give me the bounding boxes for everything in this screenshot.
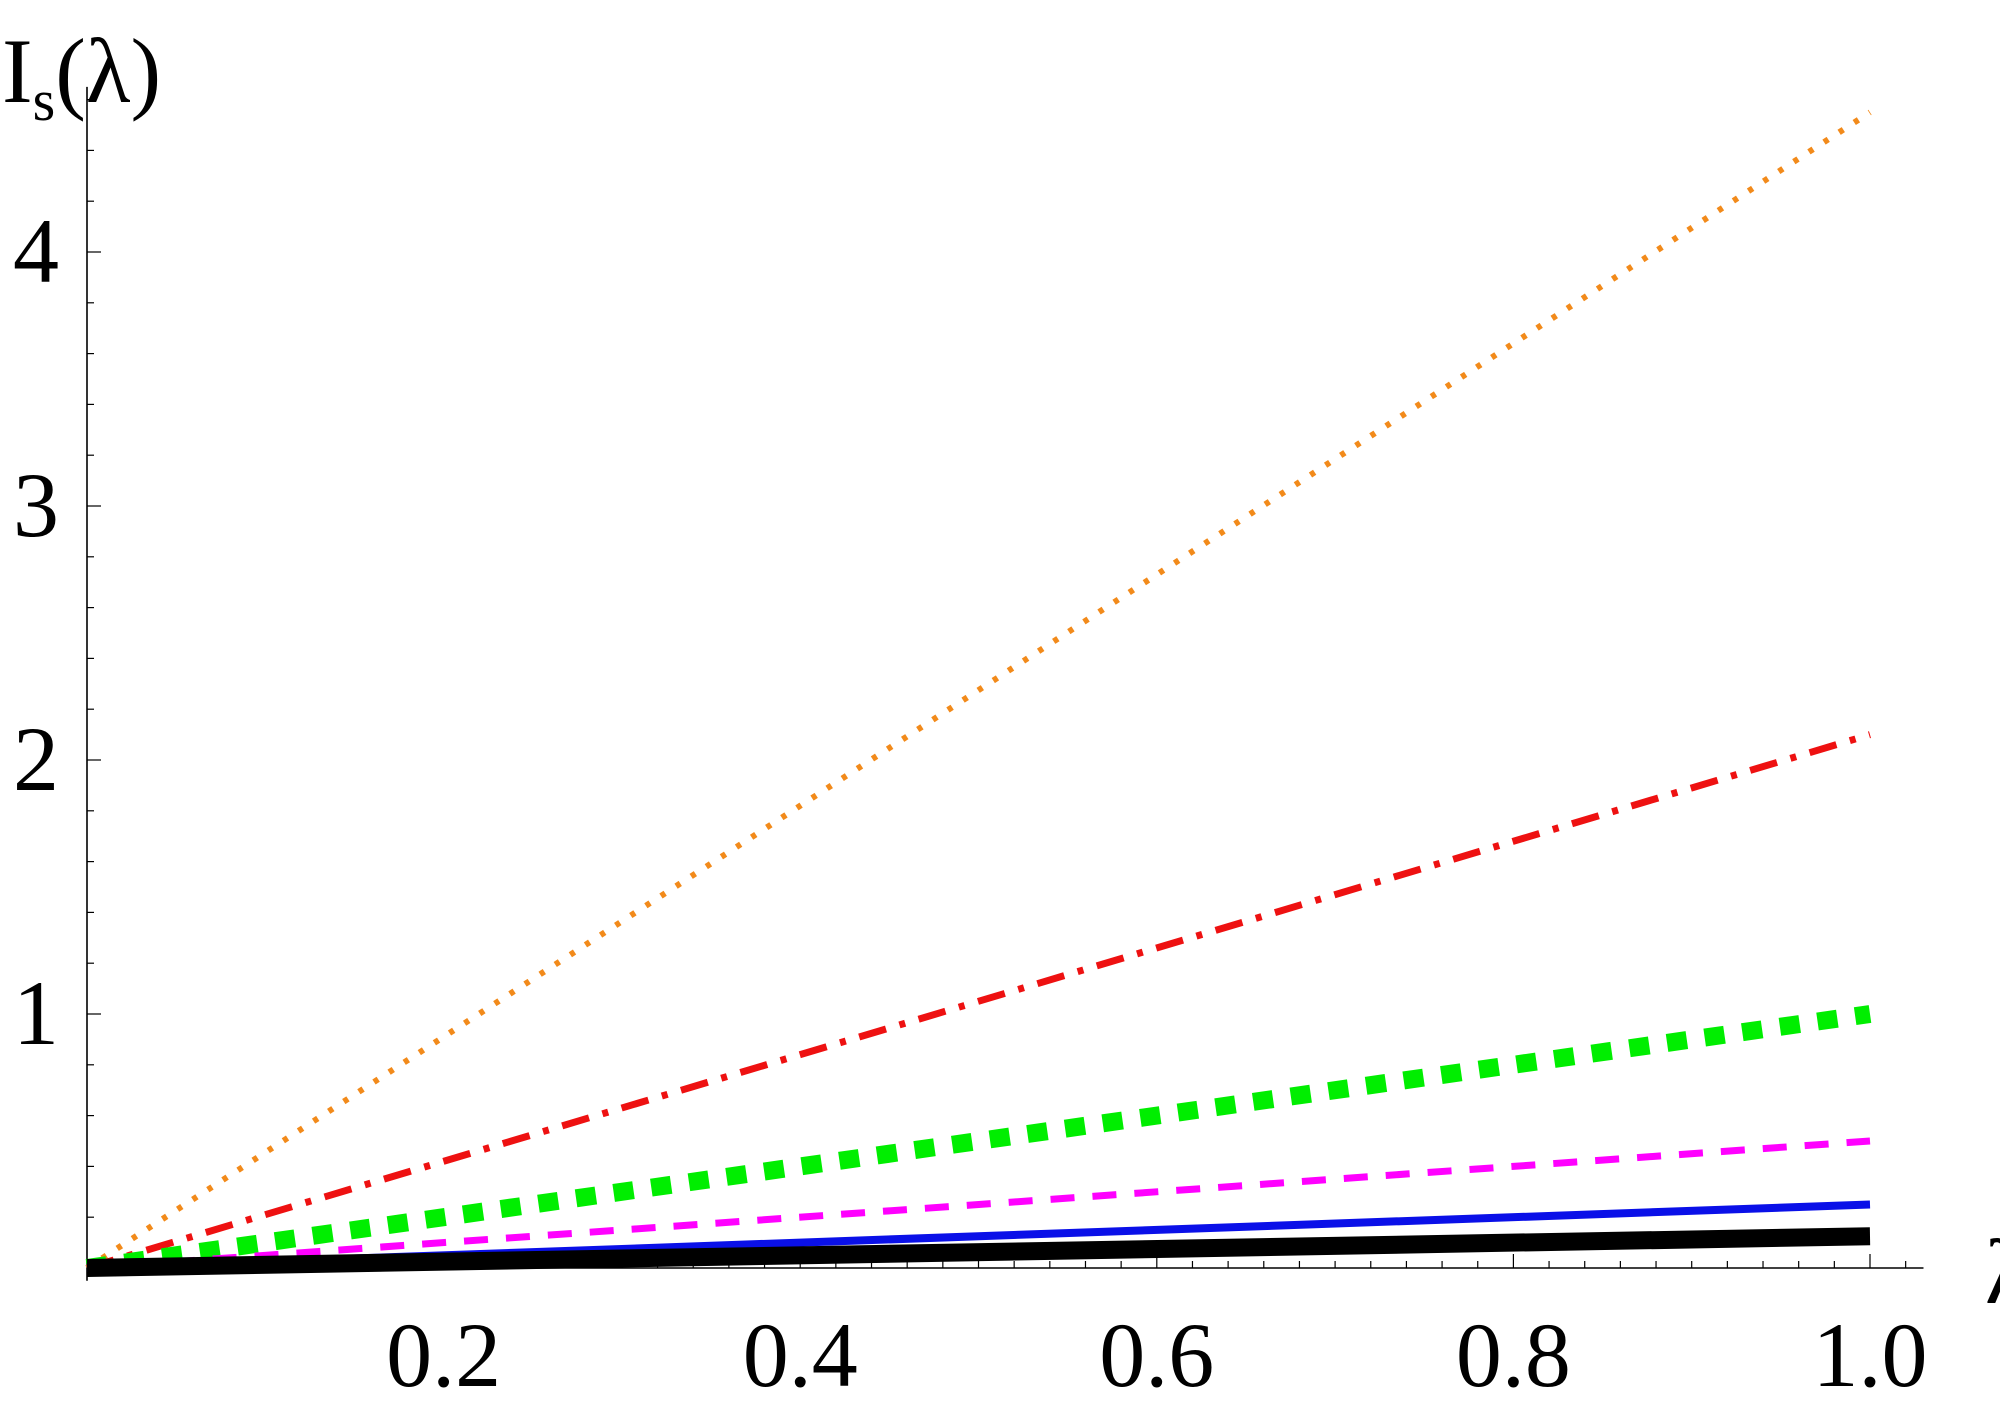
series-line-4 bbox=[85, 1005, 1872, 1277]
x-axis-title: λ bbox=[1985, 1221, 2000, 1323]
y-tick-label: 4 bbox=[13, 200, 59, 302]
x-tick-label: 0.8 bbox=[1456, 1304, 1571, 1406]
axes bbox=[86, 86, 1924, 1281]
x-tick-label: 0.2 bbox=[386, 1304, 501, 1406]
x-tick-label: 1.0 bbox=[1813, 1304, 1928, 1406]
series-line-5 bbox=[85, 731, 1872, 1272]
tick-labels: 0.2 0.4 0.6 0.8 1.0 1 2 3 4 bbox=[13, 200, 1928, 1406]
series-line-6 bbox=[85, 109, 1872, 1271]
y-axis-title-sub: s bbox=[33, 68, 56, 133]
y-axis-title-arg: (λ) bbox=[55, 20, 161, 122]
y-tick-label: 3 bbox=[13, 454, 59, 556]
x-tick-label: 0.6 bbox=[1099, 1304, 1214, 1406]
y-tick-label: 2 bbox=[13, 708, 59, 810]
y-axis-title-main: I bbox=[2, 20, 33, 122]
x-tick-label: 0.4 bbox=[743, 1304, 858, 1406]
series-line-3 bbox=[86, 1137, 1871, 1272]
series-layer bbox=[85, 109, 1872, 1277]
series-line-1 bbox=[86, 1227, 1871, 1277]
y-tick-label: 1 bbox=[13, 962, 59, 1064]
y-axis-title: Is(λ) bbox=[2, 20, 161, 133]
